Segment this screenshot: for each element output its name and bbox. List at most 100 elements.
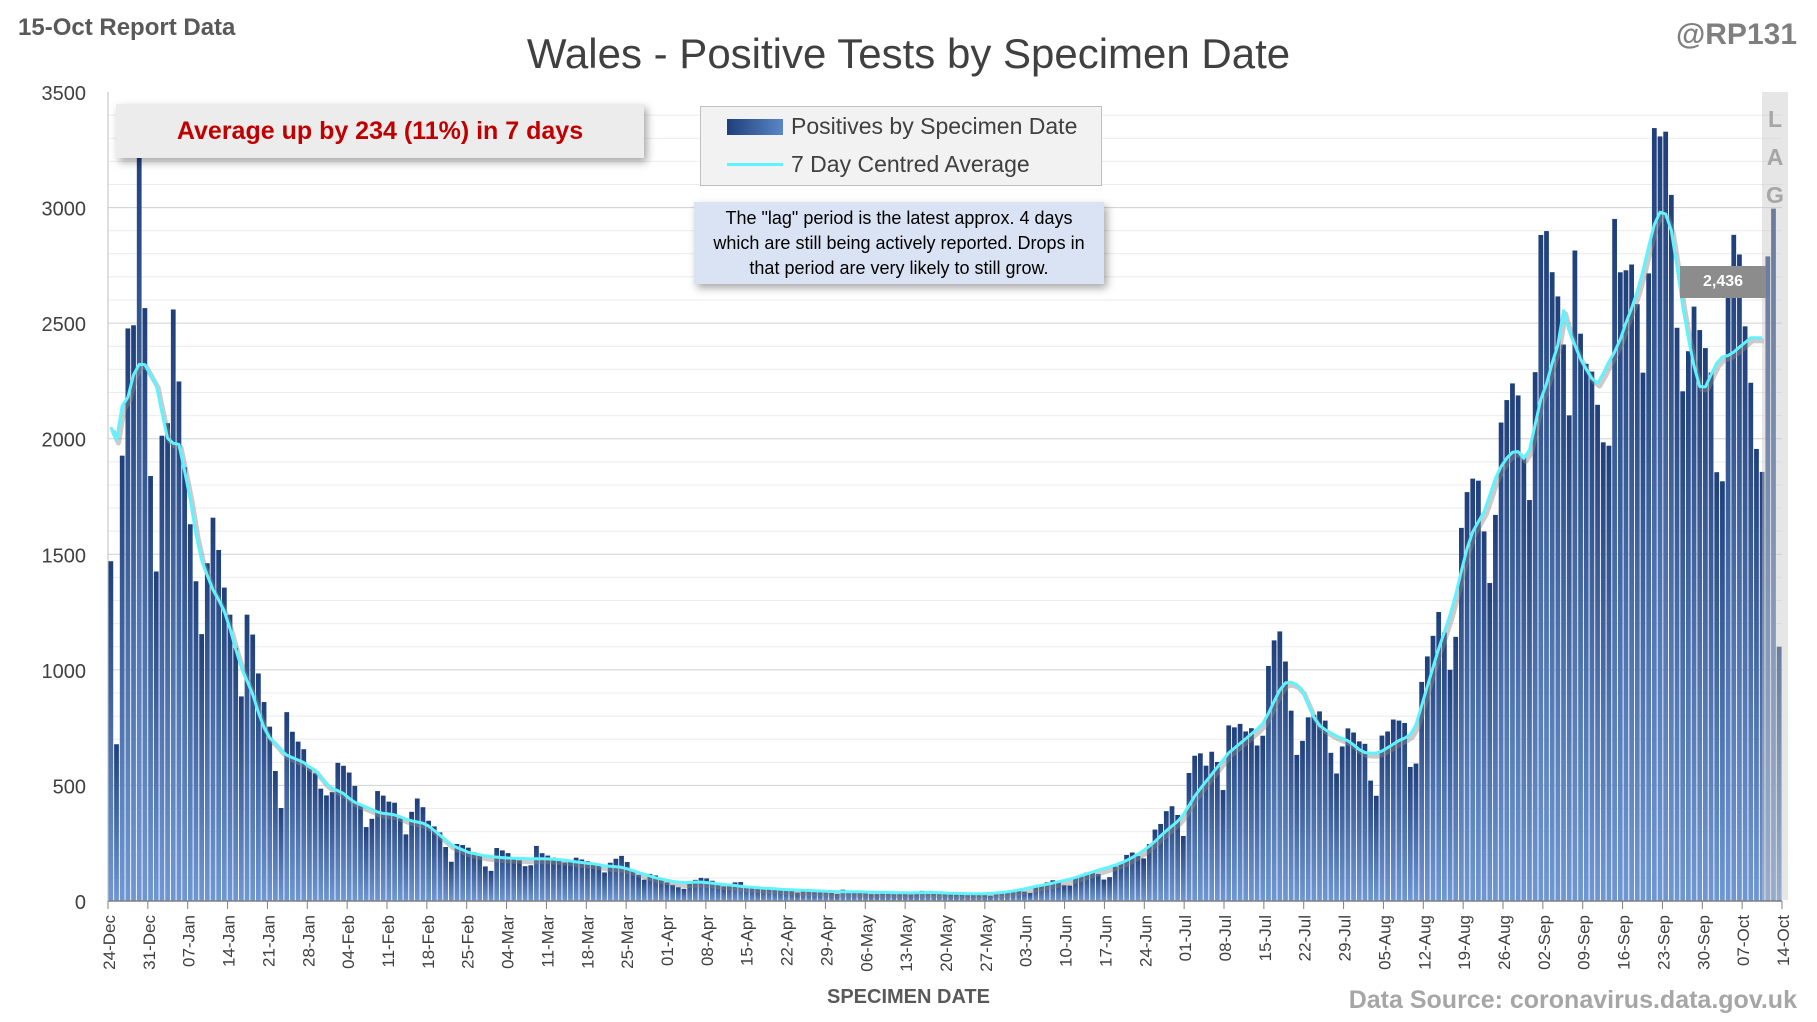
bar <box>392 802 397 901</box>
bar <box>715 883 721 901</box>
data-source-label: Data Source: coronavirus.data.gov.uk <box>1348 986 1797 1014</box>
bar <box>108 561 114 901</box>
bar <box>1317 711 1322 901</box>
bar <box>295 741 301 901</box>
x-tick-label: 25-Feb <box>459 915 478 969</box>
bar <box>1056 881 1061 901</box>
bar <box>976 894 982 901</box>
bar <box>534 845 539 901</box>
bar <box>1163 811 1169 901</box>
bar <box>1141 858 1146 901</box>
bar <box>1277 631 1283 901</box>
bar <box>261 702 267 901</box>
bar <box>148 476 153 901</box>
bar <box>1232 727 1237 901</box>
bar <box>744 885 749 901</box>
bar <box>675 887 681 901</box>
axes: 0 500 1000 1500 2000 2500 3000 3500 24-Dec 31-Dec… <box>42 83 1794 972</box>
x-tick-label: 27-May <box>977 915 996 972</box>
bar <box>789 891 795 901</box>
bar <box>380 795 386 901</box>
bar <box>1124 854 1129 901</box>
bar <box>1606 445 1612 901</box>
legend-item-average: 7 Day Centred Average <box>727 151 1030 178</box>
x-tick-label: 11-Mar <box>538 915 557 968</box>
bar <box>1283 661 1288 901</box>
bar <box>221 587 227 901</box>
bar <box>1016 890 1022 901</box>
x-tick-label: 29-Apr <box>817 915 836 966</box>
bar <box>1703 348 1708 901</box>
bar <box>482 866 488 901</box>
bar <box>170 309 176 901</box>
y-tick-label: 1000 <box>42 661 87 683</box>
bar <box>216 549 222 901</box>
x-tick-label: 15-Apr <box>738 915 757 966</box>
bar <box>1725 287 1731 901</box>
bar <box>1742 326 1748 901</box>
bar <box>721 886 727 901</box>
y-tick-label: 500 <box>53 776 86 798</box>
bar <box>562 862 568 901</box>
y-tick-label: 0 <box>75 892 86 914</box>
bar <box>1407 766 1413 901</box>
bar <box>1493 514 1498 901</box>
bar <box>1385 731 1391 901</box>
bar <box>1510 383 1515 901</box>
x-tick-label: 28-Jan <box>299 915 318 967</box>
bar <box>1220 790 1226 901</box>
bar <box>1720 481 1725 901</box>
bar <box>1027 892 1033 901</box>
bar <box>1759 471 1765 901</box>
legend-label-positives: Positives by Specimen Date <box>791 113 1078 139</box>
x-tick-label: 05-Aug <box>1375 915 1394 970</box>
bar <box>165 423 170 901</box>
bar <box>931 891 937 901</box>
bar <box>602 872 607 901</box>
bar <box>1640 372 1646 901</box>
bar <box>182 467 187 901</box>
bar <box>1271 640 1277 901</box>
bar <box>375 791 380 901</box>
bar <box>1771 208 1776 901</box>
bar <box>999 891 1005 901</box>
bar <box>409 811 414 901</box>
y-tick-label: 2000 <box>42 430 87 452</box>
bar <box>970 894 976 901</box>
bar <box>1561 344 1566 901</box>
bar <box>1737 254 1742 902</box>
bar <box>517 860 522 901</box>
x-tick-label: 15-Jul <box>1256 915 1275 961</box>
bar <box>142 308 148 901</box>
bar <box>136 120 142 902</box>
bar <box>1328 752 1334 901</box>
bar <box>414 798 420 901</box>
bar <box>590 863 596 901</box>
bar <box>585 861 590 901</box>
average-change-text: Average up by 234 (11%) in 7 days <box>176 116 584 145</box>
bar <box>448 861 454 901</box>
bar <box>471 852 477 901</box>
bar <box>250 634 256 901</box>
bar <box>885 892 891 901</box>
bar <box>846 890 851 901</box>
bar <box>1424 656 1430 901</box>
bar <box>851 891 857 901</box>
bar <box>1453 636 1459 901</box>
bar <box>692 879 698 901</box>
bar <box>1504 400 1510 901</box>
bar <box>1345 728 1351 901</box>
bar <box>528 865 534 901</box>
x-tick-label: 19-Aug <box>1455 915 1474 970</box>
bar <box>880 891 885 901</box>
bar <box>1527 500 1532 901</box>
bar <box>341 765 346 901</box>
bar <box>772 888 778 901</box>
x-tick-label: 04-Mar <box>499 915 518 969</box>
bar <box>1044 882 1050 901</box>
chart-title: Wales - Positive Tests by Specimen Date <box>526 30 1291 77</box>
bar <box>153 571 159 901</box>
bar <box>1073 877 1078 901</box>
bar <box>1549 272 1555 901</box>
